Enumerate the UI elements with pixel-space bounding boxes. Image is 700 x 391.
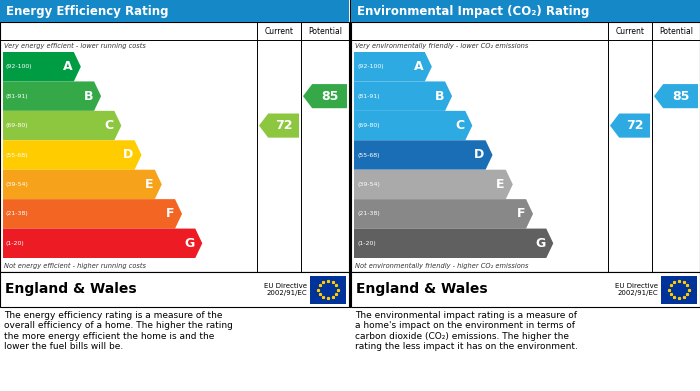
Text: G: G — [184, 237, 195, 250]
Text: The energy efficiency rating is a measure of the
overall efficiency of a home. T: The energy efficiency rating is a measur… — [4, 311, 233, 351]
Text: C: C — [455, 119, 464, 132]
Polygon shape — [303, 84, 347, 108]
Bar — [0, 272, 349, 307]
Bar — [351, 22, 700, 272]
Text: (81-91): (81-91) — [357, 93, 379, 99]
Polygon shape — [3, 111, 121, 140]
Text: D: D — [475, 149, 484, 161]
Text: (1-20): (1-20) — [6, 241, 25, 246]
Text: Not energy efficient - higher running costs: Not energy efficient - higher running co… — [4, 263, 146, 269]
Text: Potential: Potential — [308, 27, 342, 36]
Text: EU Directive
2002/91/EC: EU Directive 2002/91/EC — [264, 283, 307, 296]
Bar — [310, 276, 346, 303]
Text: (21-38): (21-38) — [357, 212, 379, 216]
Bar — [0, 0, 349, 22]
Text: F: F — [517, 207, 525, 221]
Polygon shape — [354, 81, 452, 111]
Polygon shape — [354, 199, 533, 229]
Text: B: B — [435, 90, 444, 103]
Polygon shape — [259, 113, 299, 138]
Text: (81-91): (81-91) — [6, 93, 29, 99]
Polygon shape — [354, 170, 513, 199]
Text: A: A — [414, 60, 424, 73]
Bar — [661, 276, 697, 303]
Bar — [351, 0, 700, 22]
Text: Energy Efficiency Rating: Energy Efficiency Rating — [6, 5, 169, 18]
Text: B: B — [83, 90, 93, 103]
Polygon shape — [3, 199, 182, 229]
Polygon shape — [610, 113, 650, 138]
Polygon shape — [654, 84, 698, 108]
Text: 72: 72 — [626, 119, 643, 132]
Text: Current: Current — [615, 27, 645, 36]
Text: (39-54): (39-54) — [6, 182, 29, 187]
Polygon shape — [3, 140, 141, 170]
Polygon shape — [354, 111, 472, 140]
Text: 72: 72 — [275, 119, 293, 132]
Text: The environmental impact rating is a measure of
a home's impact on the environme: The environmental impact rating is a mea… — [355, 311, 578, 351]
Polygon shape — [3, 52, 80, 81]
Text: Very energy efficient - lower running costs: Very energy efficient - lower running co… — [4, 43, 146, 49]
Text: (1-20): (1-20) — [357, 241, 376, 246]
Text: Environmental Impact (CO₂) Rating: Environmental Impact (CO₂) Rating — [357, 5, 589, 18]
Text: 85: 85 — [321, 90, 338, 103]
Bar — [0, 22, 349, 272]
Text: (55-68): (55-68) — [357, 152, 379, 158]
Text: England & Wales: England & Wales — [5, 283, 136, 296]
Text: Not environmentally friendly - higher CO₂ emissions: Not environmentally friendly - higher CO… — [355, 263, 528, 269]
Text: (69-80): (69-80) — [6, 123, 29, 128]
Text: C: C — [104, 119, 113, 132]
Polygon shape — [354, 229, 553, 258]
Text: A: A — [63, 60, 73, 73]
Text: 85: 85 — [672, 90, 690, 103]
Polygon shape — [3, 81, 101, 111]
Text: England & Wales: England & Wales — [356, 283, 488, 296]
Text: Very environmentally friendly - lower CO₂ emissions: Very environmentally friendly - lower CO… — [355, 43, 528, 49]
Polygon shape — [354, 52, 432, 81]
Polygon shape — [3, 170, 162, 199]
Text: (21-38): (21-38) — [6, 212, 29, 216]
Text: E: E — [146, 178, 154, 191]
Text: (55-68): (55-68) — [6, 152, 29, 158]
Text: EU Directive
2002/91/EC: EU Directive 2002/91/EC — [615, 283, 658, 296]
Bar — [351, 272, 700, 307]
Text: F: F — [165, 207, 174, 221]
Text: (69-80): (69-80) — [357, 123, 379, 128]
Text: Potential: Potential — [659, 27, 693, 36]
Text: E: E — [496, 178, 505, 191]
Polygon shape — [3, 229, 202, 258]
Text: G: G — [535, 237, 545, 250]
Text: D: D — [123, 149, 134, 161]
Polygon shape — [354, 140, 493, 170]
Text: (39-54): (39-54) — [357, 182, 380, 187]
Text: Current: Current — [265, 27, 293, 36]
Text: (92-100): (92-100) — [6, 64, 33, 69]
Text: (92-100): (92-100) — [357, 64, 384, 69]
